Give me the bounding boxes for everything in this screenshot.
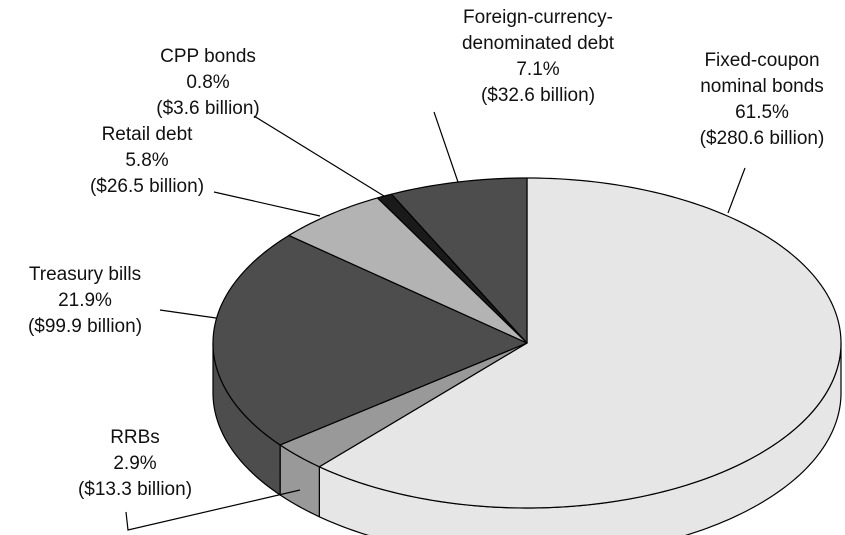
label-percent: 0.8% [186, 72, 230, 93]
label-amount: ($13.3 billion) [77, 479, 193, 500]
slice [212, 234, 528, 446]
label-name: Fixed-coupon nominal bonds [700, 50, 824, 97]
leader-line [433, 111, 459, 183]
slice-label: Retail debt 5.8% ($26.5 billion) [37, 122, 257, 200]
label-name: RRBs [110, 427, 160, 448]
slice [318, 177, 842, 509]
label-amount: ($32.6 billion) [480, 85, 596, 106]
slice-label: Treasury bills 21.9% ($99.9 billion) [0, 262, 195, 340]
label-name: Treasury bills [28, 264, 142, 285]
leader-line [125, 489, 301, 531]
slice [288, 197, 528, 344]
slice [279, 342, 528, 468]
label-amount: ($3.6 billion) [156, 98, 260, 119]
label-percent: 21.9% [58, 290, 112, 311]
label-percent: 61.5% [735, 102, 789, 123]
label-name: Retail debt [101, 124, 193, 145]
slice-label: CPP bonds 0.8% ($3.6 billion) [98, 44, 318, 122]
slice-label: Fixed-coupon nominal bonds 61.5% ($280.6 b… [677, 48, 845, 152]
label-amount: ($26.5 billion) [89, 176, 205, 197]
label-amount: ($280.6 billion) [699, 128, 825, 149]
leader-line [253, 115, 385, 197]
slice-label: RRBs 2.9% ($13.3 billion) [25, 425, 245, 503]
leader-line [213, 191, 321, 217]
label-name: Foreign-currency-denominated debt [461, 7, 615, 54]
label-percent: 7.1% [516, 59, 560, 80]
label-percent: 5.8% [125, 150, 169, 171]
leader-line [727, 167, 746, 214]
slice-label: Foreign-currency-denominated debt 7.1% ($3… [448, 5, 628, 109]
label-percent: 2.9% [113, 453, 157, 474]
leader-line [159, 309, 217, 319]
label-name: CPP bonds [160, 46, 256, 67]
label-amount: ($99.9 billion) [27, 316, 143, 337]
